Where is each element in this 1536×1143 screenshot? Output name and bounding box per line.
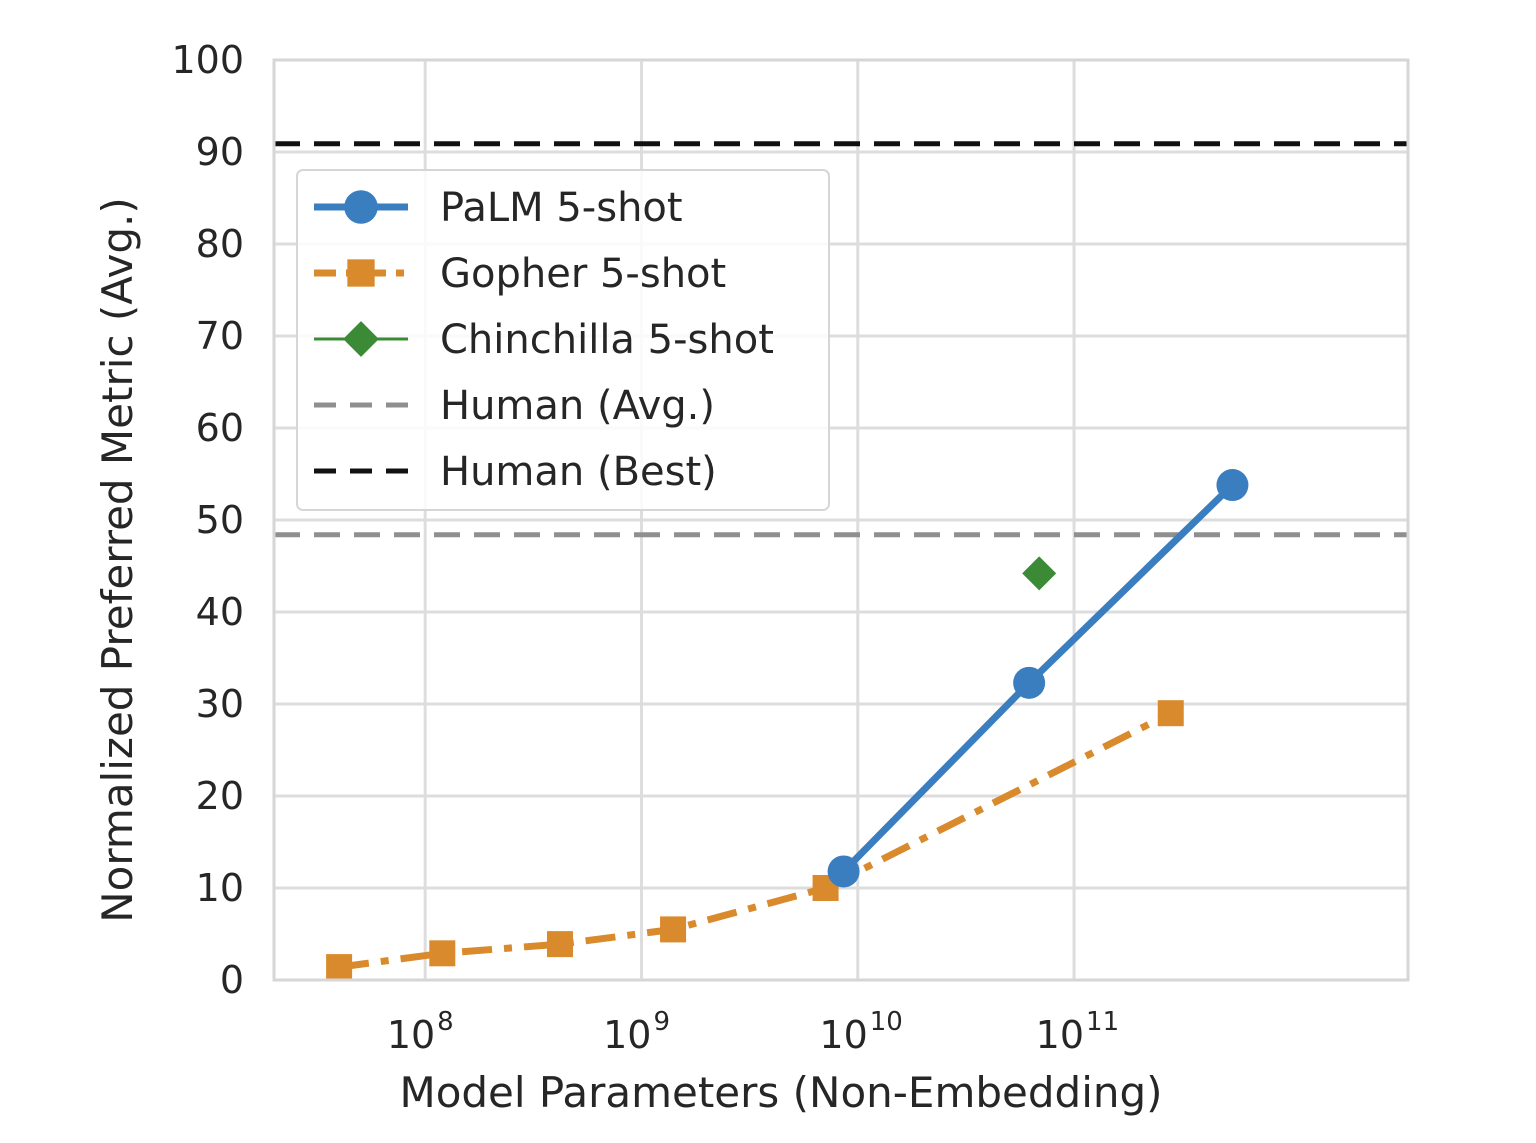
legend-label: Human (Avg.)	[440, 383, 715, 429]
y-tick-label: 60	[196, 406, 244, 450]
x-tick-exponent: 11	[1086, 1007, 1119, 1037]
y-tick-label: 100	[171, 38, 244, 82]
data-series	[326, 469, 1249, 981]
x-tick-labels: 10 8 10 9 10 10 10 11	[387, 1007, 1119, 1057]
x-tick-exponent: 8	[437, 1007, 454, 1037]
series-chinchilla-5-shot	[1022, 556, 1057, 591]
series-gopher-5-shot	[326, 700, 1184, 981]
data-point	[1216, 469, 1249, 502]
data-point	[344, 190, 378, 224]
y-tick-label: 40	[196, 590, 244, 634]
series-palm-5-shot	[827, 469, 1249, 888]
legend-label: Gopher 5-shot	[440, 251, 726, 297]
legend-item: Human (Best)	[314, 449, 717, 495]
x-tick-base: 10	[1036, 1013, 1084, 1057]
y-tick-labels: 0 10 20 30 40 50 60 70 80 90 100	[171, 38, 244, 1002]
data-point	[827, 855, 860, 888]
x-tick-base: 10	[603, 1013, 651, 1057]
x-tick-base: 10	[819, 1013, 867, 1057]
data-point	[343, 321, 379, 357]
legend-item: PaLM 5-shot	[314, 185, 683, 231]
y-tick-label: 30	[196, 682, 244, 726]
legend-label: PaLM 5-shot	[440, 185, 683, 231]
y-tick-label: 0	[220, 958, 244, 1002]
x-tick-label: 10 9	[603, 1007, 670, 1057]
x-tick-label: 10 11	[1036, 1007, 1119, 1057]
y-tick-label: 10	[196, 866, 244, 910]
x-tick-exponent: 10	[870, 1007, 903, 1037]
data-point	[1013, 666, 1046, 699]
x-tick-label: 10 10	[819, 1007, 902, 1057]
data-point	[326, 954, 353, 981]
y-tick-label: 50	[196, 498, 244, 542]
data-point	[1022, 556, 1057, 591]
legend-item: Chinchilla 5-shot	[314, 317, 774, 363]
legend-label: Chinchilla 5-shot	[440, 317, 774, 363]
x-tick-exponent: 9	[653, 1007, 670, 1037]
y-tick-label: 80	[196, 222, 244, 266]
data-point	[546, 931, 573, 958]
x-tick-base: 10	[387, 1013, 435, 1057]
series-line	[338, 710, 1173, 971]
y-tick-label: 20	[196, 774, 244, 818]
data-point	[347, 259, 375, 287]
x-tick-label: 10 8	[387, 1007, 454, 1057]
y-axis-label: Normalized Preferred Metric (Avg.)	[93, 197, 142, 922]
plot-frame	[272, 58, 1410, 982]
x-axis-label: Model Parameters (Non-Embedding)	[399, 1068, 1162, 1117]
data-point	[660, 916, 687, 943]
y-tick-label: 90	[196, 130, 244, 174]
reference-lines	[274, 141, 1408, 538]
data-point	[1157, 700, 1184, 727]
legend: PaLM 5-shot Gopher 5-shot Chinchilla 5-sho…	[296, 169, 830, 511]
legend-item: Gopher 5-shot	[314, 251, 726, 297]
legend-box	[296, 169, 830, 511]
legend-item: Human (Avg.)	[314, 383, 715, 429]
legend-label: Human (Best)	[440, 449, 717, 495]
y-tick-label: 70	[196, 314, 244, 358]
data-point	[429, 940, 456, 967]
